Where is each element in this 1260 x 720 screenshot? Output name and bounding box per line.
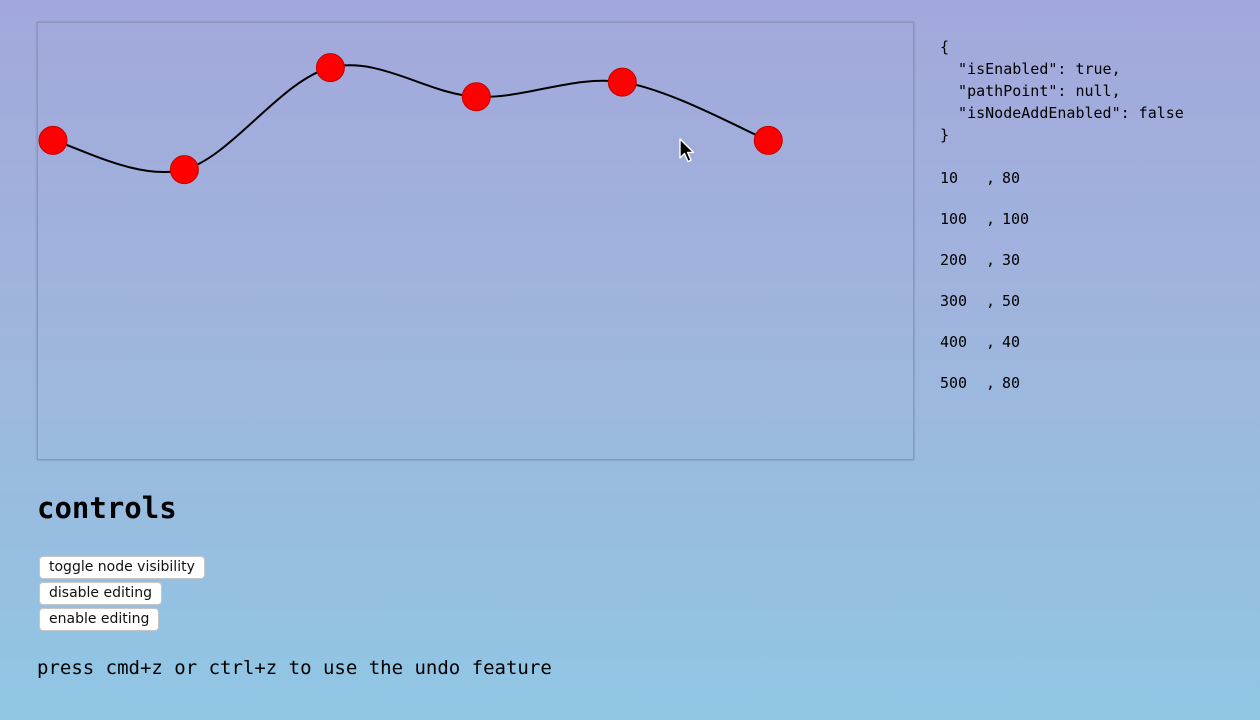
coord-y: 80 bbox=[1002, 374, 1021, 392]
coordinate-item: 400, 40 bbox=[940, 330, 1029, 371]
path-node-handle[interactable] bbox=[315, 53, 345, 83]
coord-x: 500 bbox=[940, 374, 968, 392]
controls-heading: controls bbox=[37, 491, 177, 525]
coordinate-item: 10, 80 bbox=[940, 166, 1029, 207]
controls-buttons: toggle node visibility disable editing e… bbox=[39, 556, 205, 631]
coordinate-item: 200, 30 bbox=[940, 248, 1029, 289]
path-node-handle[interactable] bbox=[461, 82, 491, 112]
coord-x: 100 bbox=[940, 210, 968, 228]
arrow-cursor-icon bbox=[679, 138, 695, 163]
path-editor-svg[interactable] bbox=[38, 23, 915, 461]
curve-path bbox=[52, 64, 769, 173]
coord-separator: , bbox=[986, 333, 996, 351]
coordinate-item: 300, 50 bbox=[940, 289, 1029, 330]
path-node-handle[interactable] bbox=[38, 125, 68, 155]
coordinate-item: 100, 100 bbox=[940, 207, 1029, 248]
coord-x: 200 bbox=[940, 251, 968, 269]
coord-y: 40 bbox=[1002, 333, 1021, 351]
toggle-node-visibility-button[interactable]: toggle node visibility bbox=[39, 556, 205, 579]
path-node-handle[interactable] bbox=[169, 155, 199, 185]
coordinate-item: 500, 80 bbox=[940, 371, 1029, 412]
path-editor-canvas[interactable] bbox=[37, 22, 914, 460]
coord-y: 100 bbox=[1002, 210, 1030, 228]
coordinate-list: 10, 80 100, 100 200, 30 300, 50 400, 40 500, 8… bbox=[940, 166, 1029, 412]
path-node-handle[interactable] bbox=[753, 125, 783, 155]
state-json: { "isEnabled": true, "pathPoint": null, … bbox=[940, 38, 1184, 144]
coord-separator: , bbox=[986, 292, 996, 310]
coord-separator: , bbox=[986, 210, 996, 228]
coord-x: 400 bbox=[940, 333, 968, 351]
path-node-handle[interactable] bbox=[607, 67, 637, 97]
disable-editing-button[interactable]: disable editing bbox=[39, 582, 163, 605]
node-group[interactable] bbox=[38, 53, 783, 185]
coord-x: 300 bbox=[940, 292, 968, 310]
coord-separator: , bbox=[986, 251, 996, 269]
coord-y: 50 bbox=[1002, 292, 1021, 310]
enable-editing-button[interactable]: enable editing bbox=[39, 608, 160, 631]
coord-separator: , bbox=[986, 374, 996, 392]
coord-y: 30 bbox=[1002, 251, 1021, 269]
coord-x: 10 bbox=[940, 169, 959, 187]
undo-hint: press cmd+z or ctrl+z to use the undo fe… bbox=[37, 657, 552, 679]
coord-separator: , bbox=[986, 169, 996, 187]
coord-y: 80 bbox=[1002, 169, 1021, 187]
